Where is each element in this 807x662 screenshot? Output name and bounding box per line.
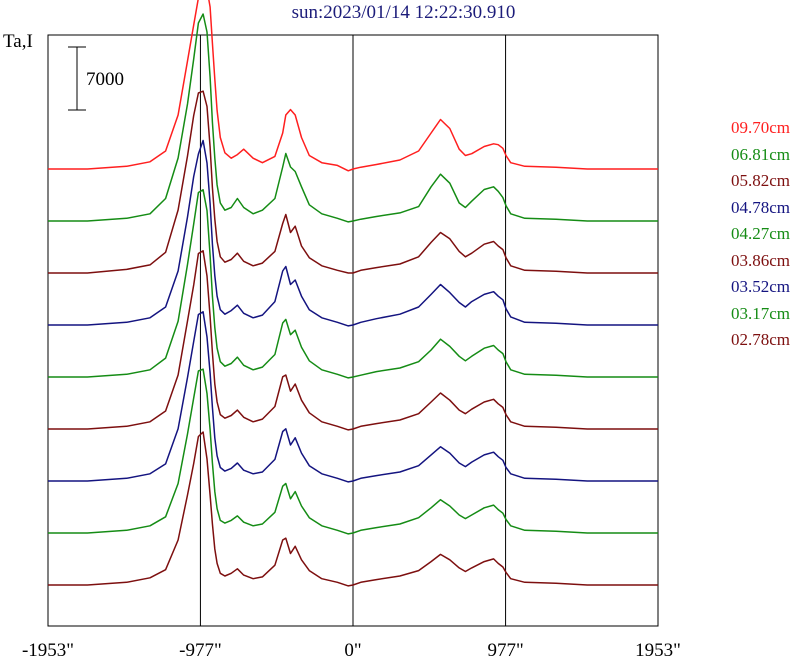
series-line-05-82cm: [48, 90, 658, 274]
scale-bar-label: 7000: [86, 69, 124, 90]
legend-item: 03.86cm: [731, 250, 791, 270]
series-line-04-78cm: [48, 139, 658, 327]
legend-item: 04.27cm: [731, 224, 791, 243]
legend-item: 03.17cm: [731, 303, 791, 323]
scale-bar: 7000: [68, 46, 124, 111]
y-axis-label: Ta,I: [3, 31, 33, 52]
legend-item: 06.81cm: [731, 144, 791, 164]
x-tick-label: 1953": [635, 640, 681, 661]
series-line-03-17cm: [48, 368, 658, 535]
legend-item: 02.78cm: [731, 330, 791, 349]
chart-title: sun:2023/01/14 12:22:30.910: [291, 2, 516, 23]
series-line-02-78cm: [48, 431, 658, 587]
series-line-06-81cm: [48, 13, 658, 223]
series-line-09-70cm: [48, 0, 658, 172]
series-line-03-52cm: [48, 311, 658, 483]
x-tick-label: 977": [487, 640, 523, 661]
series-line-04-27cm: [48, 189, 658, 379]
legend-item: 03.52cm: [731, 277, 791, 296]
legend-item: 05.82cm: [731, 171, 791, 190]
x-tick-label: -1953": [22, 640, 74, 661]
x-tick-label: -977": [179, 640, 222, 661]
legend-item: 04.78cm: [731, 197, 791, 217]
series-line-03-86cm: [48, 250, 658, 431]
legend-item: 09.70cm: [731, 118, 791, 137]
x-tick-label: 0": [344, 640, 361, 661]
